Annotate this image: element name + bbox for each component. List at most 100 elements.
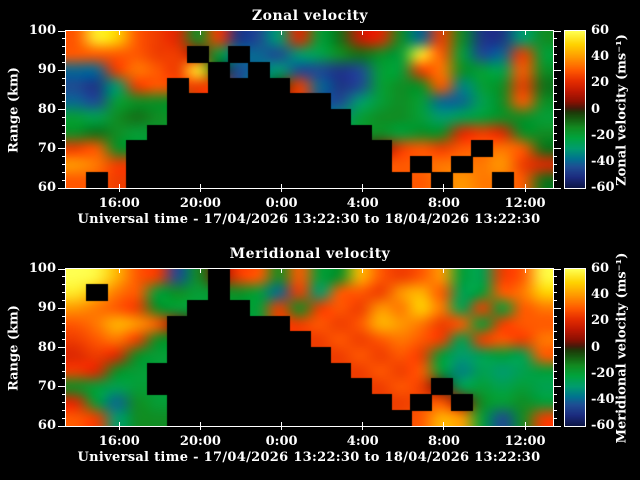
- x-major-tick: [118, 184, 120, 192]
- y-major-tick: [58, 347, 66, 348]
- x-tick-label: 8:00: [427, 434, 460, 449]
- x-tick-label: 12:00: [504, 196, 546, 211]
- x-major-tick: [524, 422, 526, 430]
- y-minor-tick: [62, 339, 66, 341]
- y-right-major-tick: [553, 187, 561, 189]
- x-tick-label: 8:00: [427, 196, 460, 211]
- y-right-minor-tick: [553, 124, 557, 126]
- plot-frame: [65, 268, 554, 427]
- y-minor-tick: [62, 315, 66, 317]
- y-right-major-tick: [553, 386, 561, 388]
- y-right-major-tick: [553, 30, 561, 32]
- y-major-tick: [58, 30, 66, 32]
- x-tick-label: 0:00: [265, 196, 298, 211]
- y-minor-tick: [62, 85, 66, 87]
- y-minor-tick: [62, 409, 66, 411]
- zonal-colorbar: [565, 31, 585, 188]
- y-right-major-tick: [553, 425, 561, 427]
- x-major-tick: [443, 422, 445, 430]
- y-right-minor-tick: [553, 394, 557, 396]
- colorbar-tick-label: -20: [591, 127, 615, 143]
- y-right-major-tick: [553, 69, 561, 71]
- x-major-tick: [524, 184, 526, 192]
- y-right-minor-tick: [553, 163, 557, 165]
- x-top-major-tick: [524, 31, 526, 35]
- y-minor-tick: [62, 378, 66, 380]
- y-right-minor-tick: [553, 116, 557, 118]
- y-minor-tick: [62, 38, 66, 40]
- y-right-major-tick: [553, 148, 561, 150]
- colorbar-tick-label: -40: [591, 153, 615, 169]
- x-major-tick: [443, 184, 445, 192]
- y-right-minor-tick: [553, 140, 557, 142]
- y-right-minor-tick: [553, 61, 557, 63]
- colorbar-frame: [564, 30, 586, 189]
- y-major-tick: [58, 187, 66, 189]
- y-right-minor-tick: [553, 354, 557, 356]
- y-right-minor-tick: [553, 284, 557, 286]
- x-top-major-tick: [118, 269, 120, 273]
- colorbar-tick-label: 60: [591, 261, 610, 276]
- y-minor-tick: [62, 401, 66, 403]
- x-top-major-tick: [443, 269, 445, 273]
- x-major-tick: [118, 422, 120, 430]
- colorbar-tick-label: -60: [591, 180, 615, 195]
- y-minor-tick: [62, 163, 66, 165]
- colorbar-tick-label: 40: [591, 287, 610, 303]
- y-right-minor-tick: [553, 46, 557, 48]
- x-top-major-tick: [281, 31, 283, 35]
- y-right-major-tick: [553, 109, 561, 110]
- y-right-minor-tick: [553, 54, 557, 56]
- meridional-colorbar: [565, 269, 585, 426]
- y-minor-tick: [62, 61, 66, 63]
- y-major-tick: [58, 69, 66, 71]
- y-minor-tick: [62, 417, 66, 419]
- x-tick-label: 20:00: [179, 196, 221, 211]
- y-minor-tick: [62, 394, 66, 396]
- y-tick-label: 100: [28, 23, 56, 38]
- colorbar-axis-label: Zonal velocity (ms⁻¹): [614, 34, 630, 186]
- colorbar-tick-label: 0: [591, 101, 601, 117]
- x-tick-label: 4:00: [346, 196, 379, 211]
- y-major-tick: [58, 109, 66, 110]
- x-top-major-tick: [362, 31, 364, 35]
- y-right-minor-tick: [553, 378, 557, 380]
- x-major-tick: [362, 184, 364, 192]
- y-right-minor-tick: [553, 417, 557, 419]
- y-major-tick: [58, 268, 66, 270]
- y-right-minor-tick: [553, 409, 557, 411]
- y-right-minor-tick: [553, 331, 557, 333]
- y-tick-label: 70: [37, 140, 56, 156]
- y-tick-label: 80: [37, 339, 56, 355]
- y-right-minor-tick: [553, 38, 557, 40]
- y-axis-label: Range (km): [6, 305, 22, 391]
- y-minor-tick: [62, 46, 66, 48]
- x-tick-label: 12:00: [504, 434, 546, 449]
- x-top-major-tick: [199, 31, 201, 35]
- panel-title: Zonal velocity: [251, 8, 369, 24]
- y-right-minor-tick: [553, 276, 557, 278]
- y-tick-label: 90: [37, 300, 56, 316]
- x-tick-label: 0:00: [265, 434, 298, 449]
- x-top-major-tick: [524, 269, 526, 273]
- x-top-major-tick: [199, 269, 201, 273]
- y-right-minor-tick: [553, 171, 557, 173]
- y-right-minor-tick: [553, 299, 557, 301]
- y-right-minor-tick: [553, 93, 557, 95]
- y-minor-tick: [62, 284, 66, 286]
- x-top-major-tick: [443, 31, 445, 35]
- y-minor-tick: [62, 331, 66, 333]
- y-minor-tick: [62, 101, 66, 103]
- y-major-tick: [58, 307, 66, 309]
- y-right-minor-tick: [553, 77, 557, 79]
- y-minor-tick: [62, 362, 66, 364]
- y-tick-label: 60: [37, 180, 56, 195]
- zonal-heatmap: [66, 31, 553, 188]
- x-major-tick: [362, 422, 364, 430]
- y-right-minor-tick: [553, 101, 557, 103]
- y-major-tick: [58, 386, 66, 388]
- y-minor-tick: [62, 93, 66, 95]
- y-minor-tick: [62, 171, 66, 173]
- colorbar-tick-label: 20: [591, 313, 610, 329]
